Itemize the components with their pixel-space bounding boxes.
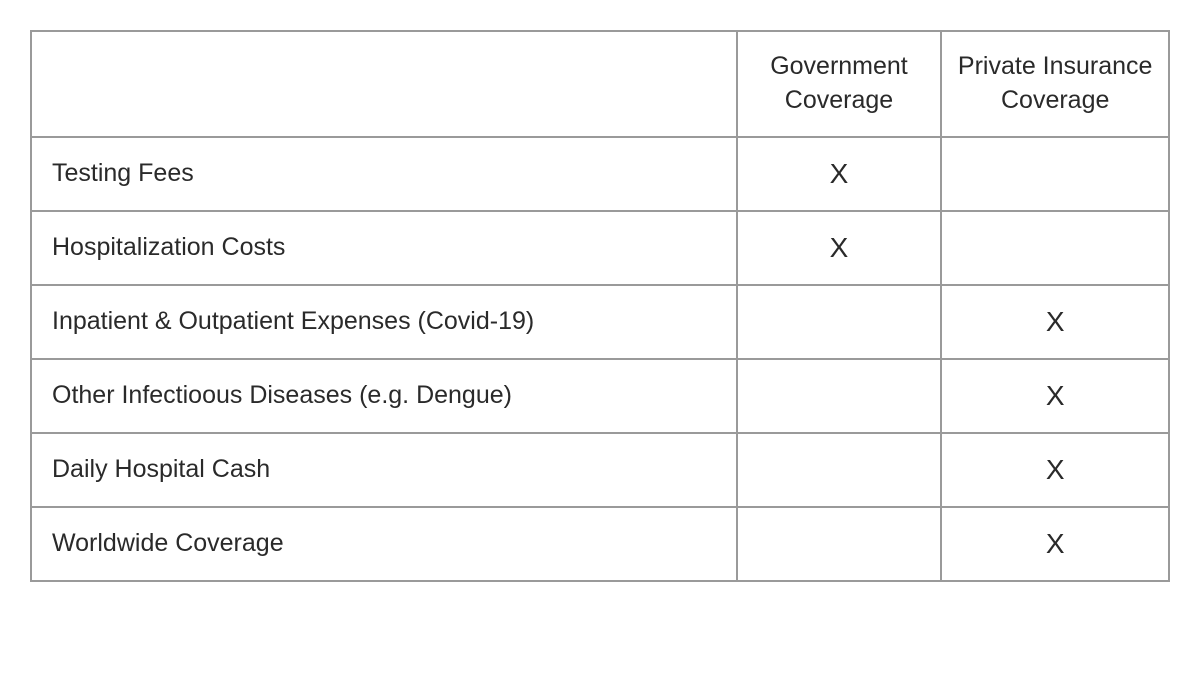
table-row: Daily Hospital Cash X: [31, 433, 1169, 507]
cell-priv: [941, 137, 1169, 211]
cell-gov: X: [737, 211, 942, 285]
coverage-comparison-table: Government Coverage Private Insurance Co…: [30, 30, 1170, 582]
row-label: Inpatient & Outpatient Expenses (Covid-1…: [31, 285, 737, 359]
cell-gov: [737, 507, 942, 581]
row-label: Hospitalization Costs: [31, 211, 737, 285]
table-row: Worldwide Coverage X: [31, 507, 1169, 581]
cell-priv: [941, 211, 1169, 285]
cell-priv: X: [941, 433, 1169, 507]
table-row: Testing Fees X: [31, 137, 1169, 211]
cell-priv: X: [941, 359, 1169, 433]
header-government-coverage: Government Coverage: [737, 31, 942, 137]
row-label: Other Infectioous Diseases (e.g. Dengue): [31, 359, 737, 433]
cell-gov: [737, 433, 942, 507]
row-label: Testing Fees: [31, 137, 737, 211]
table-row: Hospitalization Costs X: [31, 211, 1169, 285]
header-private-insurance-coverage: Private Insurance Coverage: [941, 31, 1169, 137]
row-label: Worldwide Coverage: [31, 507, 737, 581]
cell-gov: [737, 285, 942, 359]
row-label: Daily Hospital Cash: [31, 433, 737, 507]
cell-priv: X: [941, 507, 1169, 581]
table-header-row: Government Coverage Private Insurance Co…: [31, 31, 1169, 137]
cell-gov: [737, 359, 942, 433]
header-blank: [31, 31, 737, 137]
cell-gov: X: [737, 137, 942, 211]
table-row: Other Infectioous Diseases (e.g. Dengue)…: [31, 359, 1169, 433]
table-row: Inpatient & Outpatient Expenses (Covid-1…: [31, 285, 1169, 359]
cell-priv: X: [941, 285, 1169, 359]
